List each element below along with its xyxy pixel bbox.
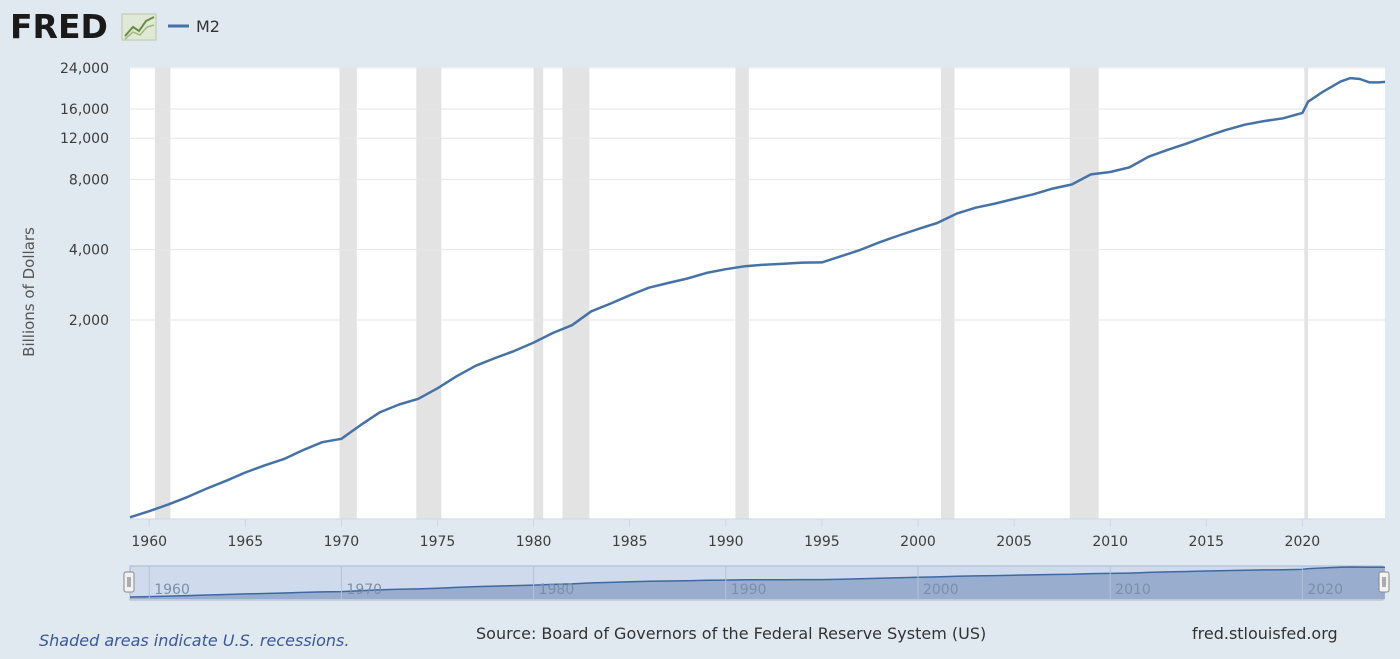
recession-band: [533, 67, 544, 519]
navigator-line: [129, 566, 1385, 598]
recession-band: [941, 67, 955, 519]
range-navigator[interactable]: 1960 1970 1980 1990 2000 2010 2020: [123, 565, 1390, 601]
navigator-tick-label: 2020: [1307, 582, 1343, 598]
y-tick-label: 24,000: [60, 61, 109, 77]
recession-band: [154, 67, 171, 519]
fred-logo-text: FRED: [10, 7, 108, 46]
legend-label: M2: [196, 17, 220, 36]
x-tick-label: 1990: [708, 534, 744, 550]
x-tick-label: 1960: [131, 534, 167, 550]
x-tick-label: 1975: [420, 534, 456, 550]
m2-series: [129, 76, 1386, 519]
source-text: Source: Board of Governors of the Federa…: [476, 624, 986, 643]
navigator-tick-label: 1990: [731, 582, 767, 598]
plot-area: [130, 67, 1385, 519]
x-tick-label: 1970: [324, 534, 360, 550]
legend[interactable]: M2: [168, 17, 220, 36]
navigator-tick-label: 1980: [539, 582, 575, 598]
navigator-tick-label: 2000: [923, 582, 959, 598]
x-tick-label: 2000: [900, 534, 936, 550]
x-tick-label: 1965: [227, 534, 263, 550]
navigator-right-handle[interactable]: [1378, 571, 1390, 593]
navigator-tick-label: 2010: [1115, 582, 1151, 598]
y-tick-label: 12,000: [60, 131, 109, 147]
recession-band: [1304, 67, 1309, 519]
y-tick-label: 16,000: [60, 102, 109, 118]
y-axis-ticks: 2,000 4,000 8,000 12,000 16,000 24,000: [60, 61, 109, 329]
x-tick-label: 1980: [516, 534, 552, 550]
x-tick-label: 2015: [1188, 534, 1224, 550]
x-tick-label: 1995: [804, 534, 840, 550]
y-tick-label: 8,000: [69, 172, 109, 188]
recession-band: [416, 67, 442, 519]
y-tick-label: 4,000: [69, 243, 109, 259]
navigator-left-handle[interactable]: [123, 571, 135, 593]
fred-logo-chart-icon: [121, 13, 157, 41]
x-tick-label: 1985: [612, 534, 648, 550]
m2-series-line: [129, 76, 1386, 519]
recession-band: [1069, 67, 1099, 519]
y-gridlines: [130, 67, 1385, 520]
x-axis-ticks: 1960 1965 1970 1975 1980 1985 1990 1995 2000 2005…: [131, 519, 1320, 550]
recession-band: [562, 67, 590, 519]
site-link[interactable]: fred.stlouisfed.org: [1192, 624, 1338, 643]
x-tick-label: 2020: [1285, 534, 1321, 550]
recession-shading: [154, 67, 1309, 519]
x-tick-label: 2010: [1092, 534, 1128, 550]
navigator-tick-label: 1960: [154, 582, 190, 598]
x-tick-label: 2005: [996, 534, 1032, 550]
y-axis-label: Billions of Dollars: [20, 227, 38, 357]
navigator-tick-label: 1970: [346, 582, 382, 598]
recession-note: Shaded areas indicate U.S. recessions.: [39, 631, 349, 650]
recession-band: [735, 67, 749, 519]
navigator-series: [129, 566, 1385, 599]
y-tick-label: 2,000: [69, 313, 109, 329]
recession-band: [339, 67, 357, 519]
fred-logo[interactable]: FRED: [10, 7, 157, 46]
navigator-ticks: 1960 1970 1980 1990 2000 2010 2020: [148, 567, 1343, 599]
